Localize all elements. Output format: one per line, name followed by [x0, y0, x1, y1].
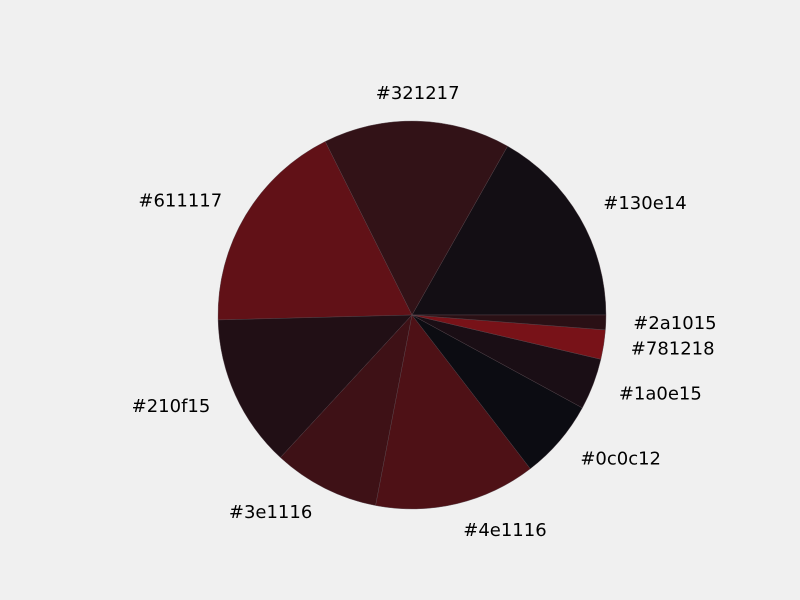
slice-label: #3e1116	[229, 502, 312, 523]
slice-label: #781218	[631, 338, 715, 359]
pie-slices	[217, 120, 607, 510]
slice-label: #321217	[376, 83, 460, 104]
pie-slice	[411, 314, 607, 331]
pie-slice	[217, 314, 413, 458]
pie-slice	[324, 120, 508, 316]
slice-label: #611117	[138, 191, 222, 212]
slice-label: #130e14	[603, 193, 686, 214]
slice-label: #4e1116	[463, 520, 546, 541]
pie-labels: #130e14 #321217 #611117 #210f15 #3e1116 #4e11…	[132, 83, 717, 541]
pie-slice	[375, 314, 531, 510]
slice-label: #0c0c12	[580, 448, 661, 469]
pie-slice	[217, 141, 413, 321]
pie-slice	[411, 145, 607, 316]
pie-slice	[280, 314, 413, 506]
slice-label: #210f15	[132, 396, 211, 417]
slice-label: #2a1015	[633, 313, 716, 334]
slice-label: #1a0e15	[619, 383, 702, 404]
